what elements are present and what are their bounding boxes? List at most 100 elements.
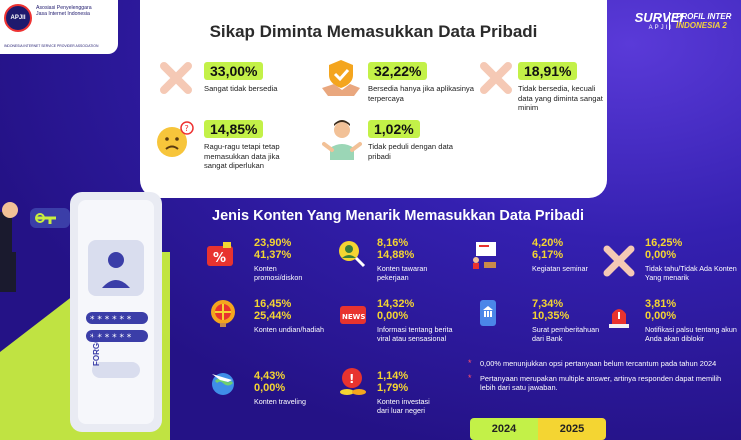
svg-text:!: ! [349, 372, 354, 386]
stat-4: 14,85% Ragu-ragu tetapi tetap memasukkan… [204, 120, 298, 171]
content-label: Konten undian/hadiah [254, 325, 324, 334]
section1-title: Sikap Diminta Memasukkan Data Pribadi [209, 22, 538, 41]
content-label: Kegiatan seminar [532, 264, 588, 273]
org-tagline: INDONESIA INTERNET SERVICE PROVIDER ASSO… [4, 44, 99, 48]
alarm-icon [609, 309, 629, 328]
prize-wheel-icon [211, 300, 235, 327]
profil-title: PROFIL INTER INDONESIA 2 [669, 12, 731, 30]
footnote-text: Pertanyaan merupakan multiple answer, ar… [480, 373, 722, 393]
stat-desc: Ragu-ragu tetapi tetap memasukkan data j… [204, 142, 280, 170]
survei-text: SURVEI [634, 10, 683, 25]
worried-face-icon: ? [157, 121, 194, 157]
value-2025: 25,44% [254, 310, 292, 322]
content-label: Notifikasi palsu tentang akun Anda akan … [645, 325, 737, 343]
content-label: Konten promosi/diskon [254, 264, 303, 282]
content-label: Surat pemberitahuan dari Bank [532, 325, 600, 343]
profil-line2: INDONESIA 2 [676, 21, 727, 30]
news-icon: NEWS [340, 306, 366, 324]
value-2024: 4,43% [254, 370, 286, 382]
asterisk-icon: * [468, 372, 472, 383]
svg-text:?: ? [185, 124, 189, 133]
footnote-text: 0,00% menunjukkan opsi pertanyaan belum … [480, 359, 717, 368]
apjii-logo-icon: APJII [4, 4, 32, 32]
legend-2024: 2024 [470, 418, 538, 440]
stat-desc: Tidak bersedia, kecuali data yang dimint… [518, 84, 603, 112]
cross-icon [480, 62, 512, 94]
content-label: Informasi tentang berita viral atau sens… [377, 325, 453, 343]
value-2025: 0,00% [645, 310, 677, 322]
attitude-card: Sikap Diminta Memasukkan Data Pribadi 33… [140, 0, 607, 198]
cross-icon [603, 245, 635, 277]
value-2024: 7,34% [532, 298, 564, 310]
phone-login-illustration: * * * * * * * * * * * * [0, 192, 170, 440]
asterisk-icon: * [468, 358, 472, 368]
value-2024: 1,14% [377, 370, 409, 382]
profil-line1: PROFIL INTER [676, 12, 732, 21]
content-item-promo: 23,90% 41,37% Konten promosi/diskon [254, 237, 324, 282]
stat-percent: 14,85% [204, 120, 264, 138]
value-2025: 41,37% [254, 249, 292, 261]
survei-sub: APJII [648, 25, 673, 31]
value-2025: 0,00% [645, 249, 677, 261]
stat-desc: Tidak peduli dengan data pribadi [368, 142, 454, 161]
value-2024: 23,90% [254, 237, 292, 249]
investment-icon: ! [340, 368, 366, 395]
stat-percent: 33,00% [204, 62, 264, 80]
org-name: Asosiasi Penyelenggara Jasa Internet Ind… [36, 5, 92, 18]
stat-3: 18,91% Tidak bersedia, kecuali data yang… [518, 62, 603, 113]
content-item-none: 16,25% 0,00% Tidak tahu/Tidak Ada Konten… [645, 237, 741, 282]
svg-text:* * * * * *: * * * * * * [90, 333, 132, 343]
content-label: Tidak tahu/Tidak Ada Konten Yang menarik [645, 264, 737, 282]
svg-text:%: % [213, 251, 226, 266]
value-2025: 6,17% [532, 249, 564, 261]
footnote: * Pertanyaan merupakan multiple answer, a… [466, 372, 736, 393]
value-2024: 16,25% [645, 237, 683, 249]
content-item-travel: 4,43% 0,00% Konten traveling [254, 370, 314, 406]
stat-percent: 1,02% [368, 120, 420, 138]
survei-logo: SURVEI APJII [635, 10, 683, 31]
job-search-icon [339, 241, 366, 268]
content-label: Konten traveling [254, 397, 306, 406]
content-label: Konten tawaran pekerjaan [377, 264, 428, 282]
value-2025: 0,00% [377, 310, 409, 322]
value-2024: 3,81% [645, 298, 677, 310]
cross-icon [160, 62, 192, 94]
content-item-fake-notif: 3,81% 0,00% Notifikasi palsu tentang aku… [645, 298, 741, 343]
handshake-shield-icon [322, 60, 360, 96]
footnote: * 0,00% menunjukkan opsi pertanyaan belum… [466, 358, 736, 369]
value-2024: 16,45% [254, 298, 292, 310]
stat-2: 32,22% Bersedia hanya jika aplikasinya t… [368, 62, 498, 103]
seminar-icon [473, 242, 496, 269]
content-item-job: 8,16% 14,88% Konten tawaran pekerjaan [377, 237, 452, 282]
content-label: Konten investasi dari luar negeri [377, 397, 430, 415]
content-item-bank: 7,34% 10,35% Surat pemberitahuan dari Ba… [532, 298, 607, 343]
content-item-news: 14,32% 0,00% Informasi tentang berita vi… [377, 298, 457, 343]
bank-phone-icon [480, 300, 496, 326]
svg-text:* * * * * *: * * * * * * [90, 315, 132, 325]
shrug-person-icon [322, 120, 362, 160]
stat-desc: Bersedia hanya jika aplikasinya terperca… [368, 84, 474, 103]
content-item-prize: 16,45% 25,44% Konten undian/hadiah [254, 298, 324, 334]
stat-5: 1,02% Tidak peduli dengan data pribadi [368, 120, 458, 161]
value-2025: 10,35% [532, 310, 570, 322]
discount-tag-icon: % [207, 242, 233, 266]
apjii-logo-box: APJII Asosiasi Penyelenggara Jasa Intern… [0, 0, 118, 54]
stat-percent: 32,22% [368, 62, 428, 80]
forgot-label: FORGOT [92, 331, 101, 366]
svg-text:NEWS: NEWS [342, 313, 365, 321]
stat-desc: Sangat tidak bersedia [204, 84, 278, 93]
content-item-investment: 1,14% 1,79% Konten investasi dari luar n… [377, 370, 437, 415]
section2-title: Jenis Konten Yang Menarik Memasukkan Dat… [212, 208, 585, 224]
year-legend: 2024 2025 [470, 418, 606, 440]
legend-2025: 2025 [538, 418, 606, 440]
footnotes: * 0,00% menunjukkan opsi pertanyaan belum… [466, 358, 736, 398]
stat-1: 33,00% Sangat tidak bersedia [204, 62, 284, 94]
stat-percent: 18,91% [518, 62, 578, 80]
value-2024: 14,32% [377, 298, 415, 310]
value-2025: 14,88% [377, 249, 415, 261]
value-2024: 4,20% [532, 237, 564, 249]
value-2025: 0,00% [254, 382, 286, 394]
value-2024: 8,16% [377, 237, 409, 249]
value-2025: 1,79% [377, 382, 409, 394]
content-item-seminar: 4,20% 6,17% Kegiatan seminar [532, 237, 592, 273]
